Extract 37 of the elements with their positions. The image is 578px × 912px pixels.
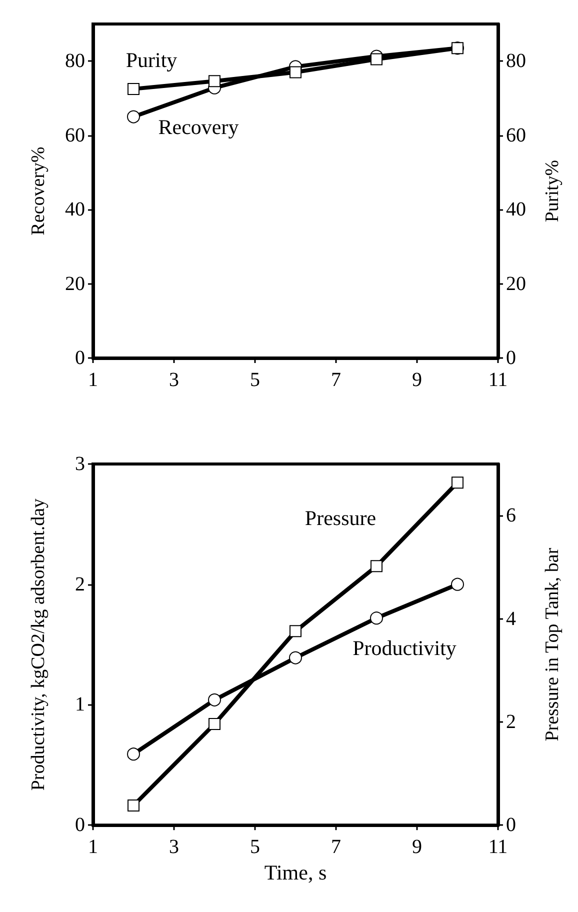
series-label: Recovery bbox=[158, 114, 240, 139]
x-axis-title: Time, s bbox=[264, 860, 327, 884]
x-tick-label: 5 bbox=[250, 836, 260, 858]
series-label: Purity bbox=[126, 48, 178, 72]
y2-tick-label: 2 bbox=[506, 710, 516, 733]
y2-tick-label: 0 bbox=[506, 814, 516, 836]
x-tick-label: 3 bbox=[169, 836, 179, 858]
x-tick-label: 11 bbox=[488, 836, 508, 858]
y2-axis-title: Pressure in Top Tank, bar bbox=[542, 547, 563, 742]
y-axis-title: Productivity, kgCO2/kg adsorbent.day bbox=[28, 498, 49, 791]
y-tick-label: 80 bbox=[65, 50, 85, 72]
x-tick-label: 5 bbox=[250, 369, 260, 391]
y-tick-label: 20 bbox=[65, 272, 85, 295]
y-tick-label: 0 bbox=[75, 814, 85, 836]
x-tick-label: 9 bbox=[412, 369, 422, 391]
y-tick-label: 60 bbox=[65, 124, 85, 146]
y2-tick-label: 60 bbox=[506, 124, 526, 146]
y-tick-label: 3 bbox=[75, 453, 85, 475]
y2-tick-label: 20 bbox=[506, 272, 526, 295]
y-tick-label: 0 bbox=[75, 347, 85, 369]
series-label: Pressure bbox=[304, 506, 376, 530]
y2-tick-label: 40 bbox=[506, 198, 526, 221]
x-tick-label: 11 bbox=[488, 369, 508, 391]
y-axis-title: Recovery% bbox=[28, 146, 49, 236]
series-label: Productivity bbox=[352, 636, 457, 660]
y-tick-label: 1 bbox=[75, 694, 85, 716]
x-tick-label: 7 bbox=[331, 369, 341, 391]
x-tick-label: 3 bbox=[169, 369, 179, 391]
y2-tick-label: 0 bbox=[506, 347, 516, 369]
y-tick-label: 40 bbox=[65, 198, 85, 221]
x-tick-label: 7 bbox=[331, 836, 341, 858]
y2-tick-label: 4 bbox=[506, 608, 516, 630]
y2-axis-title: Purity% bbox=[542, 160, 563, 222]
y-tick-label: 2 bbox=[75, 573, 85, 596]
y2-tick-label: 80 bbox=[506, 50, 526, 72]
x-tick-label: 9 bbox=[412, 836, 422, 858]
y2-tick-label: 6 bbox=[506, 504, 516, 527]
